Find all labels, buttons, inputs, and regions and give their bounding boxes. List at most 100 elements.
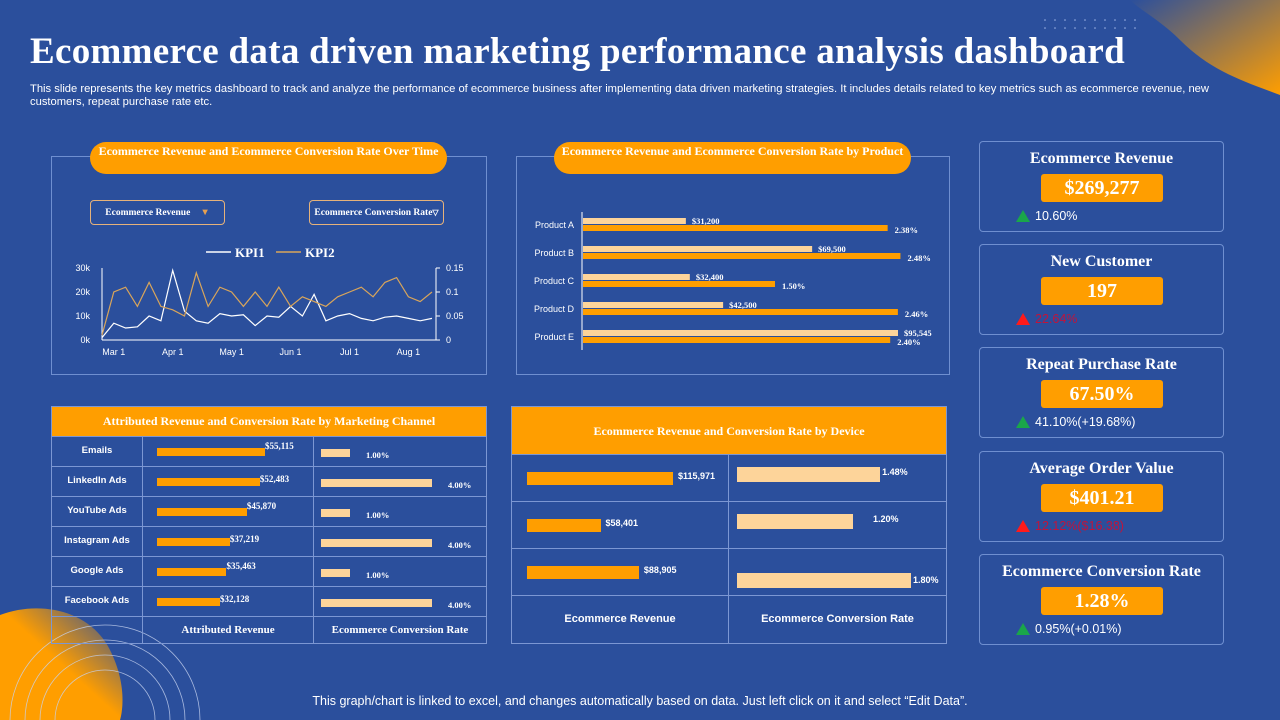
revenue-bar [583, 330, 898, 336]
revenue-cell: $52,483 [142, 466, 314, 497]
by-product-title: Ecommerce Revenue and Ecommerce Conversi… [554, 142, 911, 174]
x-tick: May 1 [219, 347, 244, 357]
legend-label: KPI1 [235, 245, 265, 260]
kpi-value: $401.21 [1041, 484, 1163, 512]
revenue-bar [157, 538, 230, 546]
revenue-label: $95,545 [904, 328, 932, 338]
triangle-down-icon: ▽ [432, 208, 439, 217]
revenue-label: $42,500 [729, 300, 757, 310]
kpi-title: Ecommerce Revenue [1029, 150, 1174, 167]
rate-cell: 1.00% [313, 436, 487, 467]
kpi-title: Average Order Value [1029, 460, 1174, 477]
revenue-label: $32,128 [219, 594, 250, 604]
rate-bar [321, 539, 432, 547]
revenue-cell: $55,115 [142, 436, 314, 467]
conversion-bar [583, 225, 888, 231]
y-right-tick: 0.1 [446, 287, 459, 297]
revenue-bar [157, 448, 265, 456]
category-label: Product E [534, 332, 574, 342]
rate-bar [321, 449, 350, 457]
conversion-label: 2.40% [897, 337, 920, 347]
rate-bar [321, 599, 432, 607]
channel-name: Facebook Ads [51, 586, 143, 617]
y-right-tick: 0.05 [446, 311, 464, 321]
revenue-label: $32,400 [696, 272, 724, 282]
x-tick: Jun 1 [280, 347, 302, 357]
rate-label: 1.00% [366, 450, 390, 460]
page-description: This slide represents the key metrics da… [30, 83, 1209, 108]
revenue-bar [157, 568, 227, 576]
footer-note: This graph/chart is linked to excel, and… [312, 694, 968, 708]
column-label-revenue: Ecommerce Revenue [511, 595, 729, 644]
kpi-change: 10.60% [1035, 209, 1078, 223]
x-tick: Mar 1 [102, 347, 125, 357]
revenue-label: $35,463 [226, 561, 256, 571]
device-revenue-cell: $58,401 [511, 501, 729, 549]
bottom-left-blob-decoration [0, 608, 123, 720]
series-line-kpi1 [101, 268, 433, 338]
revenue-label: $52,483 [259, 474, 290, 484]
kpi-change: 22.64% [1035, 312, 1078, 326]
revenue-cell: $35,463 [142, 556, 314, 587]
conversion-label: 2.38% [895, 225, 918, 235]
conversion-label: 2.48% [907, 253, 930, 263]
channel-table: Attributed Revenue and Conversion Rate b… [51, 406, 487, 644]
category-label: Product A [535, 220, 574, 230]
kpi-title: Repeat Purchase Rate [1026, 356, 1177, 373]
column-label-rate: Ecommerce Conversion Rate [313, 616, 487, 644]
revenue-dropdown[interactable]: Ecommerce Revenue ▼ [90, 200, 225, 225]
dropdown-label: Ecommerce Revenue [105, 207, 191, 218]
kpi-card: Ecommerce Revenue $269,277 10.60% [979, 141, 1224, 232]
conversion-dropdown[interactable]: Ecommerce Conversion Rate ▽ [309, 200, 444, 225]
rate-cell: 4.00% [313, 526, 487, 557]
revenue-label: $115,971 [678, 471, 716, 481]
revenue-cell: $32,128 [142, 586, 314, 617]
corner-blob-decoration [1130, 0, 1280, 95]
channel-name: Emails [51, 436, 143, 467]
channel-name: Instagram Ads [51, 526, 143, 557]
rate-cell: 1.00% [313, 556, 487, 587]
rate-bar [321, 479, 432, 487]
trend-up-icon [1016, 416, 1030, 428]
rate-label: 1.00% [366, 570, 390, 580]
trend-up-icon [1016, 623, 1030, 635]
line-chart: 0k 10k 20k 30k 0 0.05 0.1 0.15 Mar 1 Apr 1 May 1 Ju… [75, 245, 464, 357]
revenue-bar [583, 246, 813, 252]
over-time-title: Ecommerce Revenue and Ecommerce Conversi… [90, 142, 447, 174]
revenue-bar [157, 598, 220, 606]
revenue-bar [157, 508, 247, 516]
trend-up-icon [1016, 210, 1030, 222]
revenue-cell: $37,219 [142, 526, 314, 557]
rate-cell: 4.00% [313, 586, 487, 617]
y-right-tick: 0.15 [446, 263, 464, 273]
kpi-change: 0.95%(+0.01%) [1035, 622, 1122, 636]
device-revenue-cell: $88,905 [511, 548, 729, 596]
rate-label: 1.48% [882, 467, 908, 477]
y-left-tick: 30k [75, 263, 90, 273]
concentric-arcs-decoration [9, 624, 201, 720]
kpi-value: 67.50% [1041, 380, 1163, 408]
triangle-down-icon: ▼ [200, 207, 210, 218]
channel-name: YouTube Ads [51, 496, 143, 527]
y-left-tick: 10k [75, 311, 90, 321]
kpi-value: 1.28% [1041, 587, 1163, 615]
revenue-label: $58,401 [605, 518, 639, 528]
revenue-bar [527, 566, 639, 579]
x-tick: Jul 1 [340, 347, 359, 357]
kpi-title: New Customer [1050, 253, 1153, 270]
revenue-bar [583, 274, 690, 280]
device-rate-cell: 1.48% [728, 454, 947, 502]
kpi-card: Average Order Value $401.21 12.12%($16.38) [979, 451, 1224, 542]
conversion-bar [583, 309, 898, 315]
rate-cell: 1.00% [313, 496, 487, 527]
rate-bar [321, 569, 350, 577]
dot-grid-decoration [1044, 19, 1136, 29]
device-table: Ecommerce Revenue and Conversion Rate by… [511, 406, 947, 644]
rate-label: 4.00% [448, 540, 472, 550]
rate-label: 1.00% [366, 510, 390, 520]
kpi-card: New Customer 197 22.64% [979, 244, 1224, 335]
conversion-label: 2.46% [905, 309, 928, 319]
kpi-value: $269,277 [1041, 174, 1163, 202]
revenue-label: $69,500 [818, 244, 846, 254]
